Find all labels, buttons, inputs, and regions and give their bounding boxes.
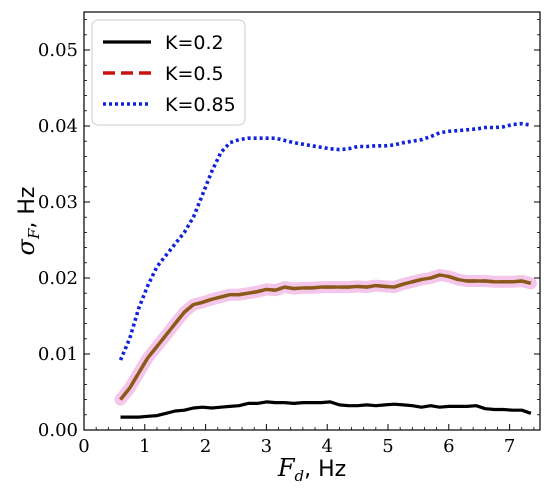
x-tick-label: 7 bbox=[504, 436, 515, 457]
x-tick-label: 1 bbox=[139, 436, 150, 457]
y-tick-label: 0.04 bbox=[38, 116, 78, 137]
legend-label-k-0-5: K=0.5 bbox=[165, 63, 224, 85]
y-tick-label: 0.00 bbox=[38, 420, 78, 441]
legend-label-k-0-85: K=0.85 bbox=[165, 94, 236, 116]
x-tick-label: 2 bbox=[200, 436, 211, 457]
x-tick-label: 0 bbox=[78, 436, 89, 457]
x-axis-label: Fd, Hz bbox=[277, 454, 346, 485]
y-tick-label: 0.05 bbox=[38, 40, 78, 61]
legend: K=0.2 K=0.5 K=0.85 bbox=[92, 20, 245, 125]
x-tick-label: 4 bbox=[321, 436, 332, 457]
y-tick-label: 0.01 bbox=[38, 344, 78, 365]
y-tick-label: 0.02 bbox=[38, 268, 78, 289]
y-tick-label: 0.03 bbox=[38, 192, 78, 213]
x-tick-label: 3 bbox=[261, 436, 272, 457]
x-tick-label: 5 bbox=[382, 436, 393, 457]
y-axis-label: σF, Hz bbox=[12, 187, 43, 256]
x-tick-label: 6 bbox=[443, 436, 454, 457]
legend-label-k-0-2: K=0.2 bbox=[165, 32, 224, 54]
